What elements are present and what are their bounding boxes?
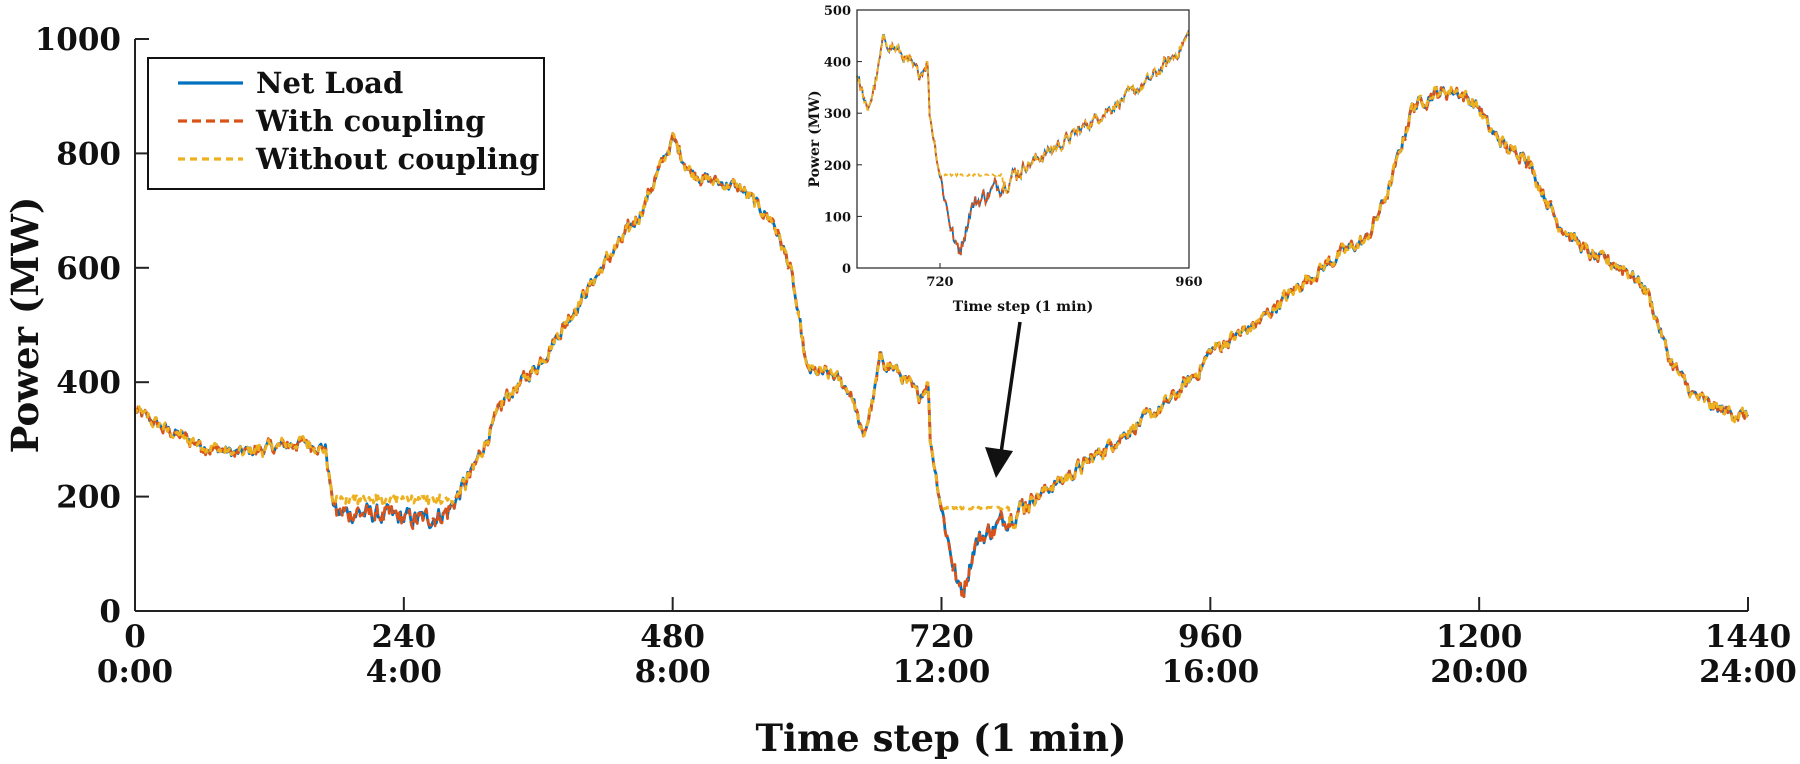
annotation-arrow-shaft <box>999 321 1022 454</box>
inset-y-tick-label: 0 <box>842 262 851 277</box>
y-tick-label: 200 <box>56 480 121 516</box>
y-axis-title: Power (MW) <box>3 197 47 454</box>
inset-series-line-without-coupling <box>856 29 1190 194</box>
inset-background <box>800 0 1200 318</box>
legend-label: Net Load <box>256 66 403 100</box>
inset-x-tick-label: 960 <box>1175 275 1202 290</box>
annotation-arrow-head <box>985 447 1013 478</box>
x-tick-label: 720 <box>909 619 974 655</box>
y-tick-label: 400 <box>56 365 121 401</box>
x-tick-label: 1200 <box>1436 619 1522 655</box>
inset-y-axis-title: Power (MW) <box>807 90 823 187</box>
x-tick-sublabel: 0:00 <box>97 654 173 690</box>
x-tick-label: 0 <box>124 619 146 655</box>
y-tick-label: 600 <box>56 251 121 287</box>
inset-x-tick-label: 720 <box>926 275 953 290</box>
inset-x-axis-title: Time step (1 min) <box>953 299 1093 315</box>
inset-series-line-with-coupling <box>856 32 1190 256</box>
y-tick-label: 1000 <box>35 22 121 58</box>
inset-plot: 0 100 200 300 400 500 720 960 Time step (1 min) P… <box>800 0 1203 318</box>
legend-label: Without coupling <box>255 142 539 176</box>
x-tick-sublabel: 12:00 <box>893 654 991 690</box>
y-tick-label: 800 <box>56 136 121 172</box>
series-line-with-coupling <box>134 85 1749 598</box>
x-tick-sublabel: 24:00 <box>1699 654 1797 690</box>
x-tick-label: 960 <box>1178 619 1243 655</box>
legend: Net Load With coupling Without coupling <box>147 57 545 190</box>
series-line-without-coupling <box>133 85 1749 529</box>
inset-y-tick-label: 300 <box>824 107 851 122</box>
x-tick-sublabel: 4:00 <box>366 654 442 690</box>
x-tick-sublabel: 16:00 <box>1161 654 1259 690</box>
inset-y-tick-label: 500 <box>824 4 851 19</box>
x-tick-sublabel: 8:00 <box>635 654 711 690</box>
inset-y-tick-label: 400 <box>824 56 851 71</box>
x-tick-label: 480 <box>640 619 705 655</box>
y-tick-label: 0 <box>99 594 121 630</box>
x-tick-sublabel: 20:00 <box>1430 654 1528 690</box>
legend-box <box>147 57 545 190</box>
x-tick-label: 240 <box>371 619 436 655</box>
x-tick-label: 1440 <box>1705 619 1791 655</box>
inset-frame <box>856 9 1190 269</box>
inset-y-tick-label: 200 <box>824 159 851 174</box>
legend-label: With coupling <box>255 104 485 138</box>
x-axis-title: Time step (1 min) <box>755 716 1126 760</box>
inset-y-tick-label: 100 <box>824 210 851 225</box>
